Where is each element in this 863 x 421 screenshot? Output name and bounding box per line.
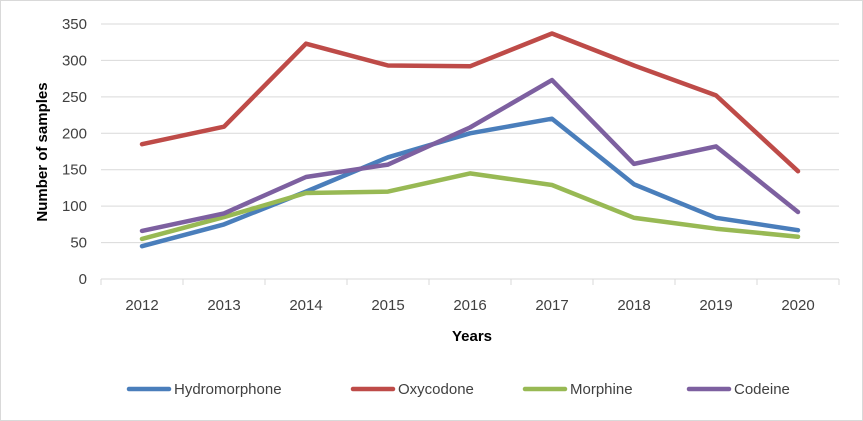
x-tick-label: 2012 — [125, 297, 158, 314]
x-axis-ticks: 2012 2013 2014 2015 2016 2017 2018 2019 2020 — [100, 279, 840, 314]
y-tick-label: 100 — [62, 198, 87, 215]
y-tick-label: 0 — [79, 271, 87, 288]
x-tick-label: 2020 — [781, 297, 814, 314]
legend-label-morphine: Morphine — [570, 381, 633, 398]
y-tick-label: 300 — [62, 52, 87, 69]
x-tick-label: 2016 — [453, 297, 486, 314]
series-line-morphine — [139, 171, 801, 242]
x-axis-title: Years — [452, 328, 492, 345]
x-tick-label: 2015 — [371, 297, 404, 314]
x-tick-label: 2017 — [535, 297, 568, 314]
y-tick-label: 150 — [62, 162, 87, 179]
y-tick-label: 50 — [70, 235, 87, 252]
y-tick-label: 200 — [62, 125, 87, 142]
gridlines — [101, 23, 839, 244]
legend-label-codeine: Codeine — [734, 381, 790, 398]
y-axis-ticks: 0 50 100 150 200 250 300 350 — [62, 16, 87, 288]
y-axis-title: Number of samples — [34, 82, 51, 221]
legend: Hydromorphone Oxycodone Morphine Codeine — [126, 381, 790, 398]
x-tick-label: 2019 — [699, 297, 732, 314]
series-lines — [139, 31, 801, 249]
y-tick-label: 350 — [62, 16, 87, 33]
y-tick-label: 250 — [62, 89, 87, 106]
x-tick-label: 2013 — [207, 297, 240, 314]
series-line-oxycodone — [139, 31, 801, 174]
series-line-hydromorphone — [139, 116, 801, 249]
x-tick-label: 2018 — [617, 297, 650, 314]
legend-label-hydromorphone: Hydromorphone — [174, 381, 282, 398]
legend-label-oxycodone: Oxycodone — [398, 381, 474, 398]
x-tick-label: 2014 — [289, 297, 322, 314]
series-line-codeine — [139, 77, 801, 234]
